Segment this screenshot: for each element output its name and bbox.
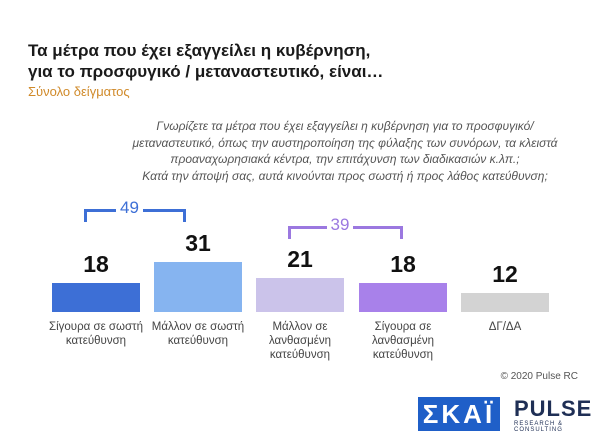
data-label: 21 [287,245,313,272]
logo: PULSE [514,396,593,421]
copyright: © 2020 Pulse RC [500,371,578,382]
logo-tagline: RESEARCH & CONSULTING [514,421,564,433]
subtitle: Σύνολο δείγματος [28,84,130,99]
x-tick-label: Μάλλον σε σωστή κατεύθυνση [151,321,245,347]
bar [359,282,447,312]
x-tick-label: Σίγουρα σε σωστή κατεύθυνση [48,321,144,347]
bar [256,277,344,312]
bar [461,292,549,312]
x-tick-label: Μάλλον σε λανθασμένη κατεύθυνση [268,321,331,361]
question-line: μεταναστευτικό, όπως την αυστηροποίηση τ… [132,135,558,150]
bar [154,261,242,312]
question-line: Κατά την άποψή σας, αυτά κινούνται προς … [142,168,548,183]
chart-title: Τα μέτρα που έχει εξαγγείλει η κυβέρνηση… [28,40,383,82]
bar [52,282,140,312]
title-line: για το προσφυγικό / μεταναστευτικό, είνα… [28,62,384,81]
x-tick-label: ΔΓ/ΔΑ [488,321,522,333]
question-line: προαναχωρησιακά κέντρα, την επιτάχυνση τ… [170,152,520,166]
question: Γνωρίζετε τα μέτρα που έχει εξαγγείλει η… [120,118,570,184]
sum-label: 49 [116,198,143,218]
data-label: 18 [390,250,416,277]
x-tick-label: Σίγουρα σε λανθασμένη κατεύθυνση [371,321,434,361]
data-label: 31 [185,229,211,256]
data-label: 12 [492,260,518,287]
logo: ΣΚΑΪ [418,397,500,431]
data-label: 18 [83,250,109,277]
question-line: Γνωρίζετε τα μέτρα που έχει εξαγγείλει η… [156,119,534,133]
sum-label: 39 [326,215,354,235]
title-line: Τα μέτρα που έχει εξαγγείλει η κυβέρνηση… [28,41,371,60]
